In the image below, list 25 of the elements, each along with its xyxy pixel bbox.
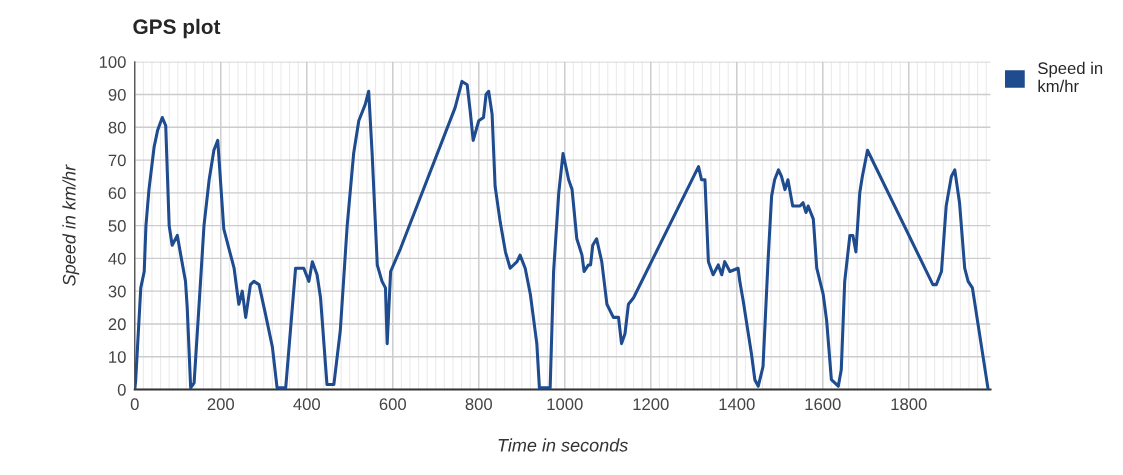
legend-label: Speed in km/hr (1038, 61, 1103, 93)
y-tick-label: 50 (108, 220, 126, 232)
x-tick-label: 200 (207, 398, 235, 411)
y-tick-label: 80 (108, 121, 126, 134)
y-tick-label: 90 (108, 88, 126, 101)
x-tick-label: 1000 (547, 398, 583, 411)
x-tick-label: 1400 (719, 398, 755, 411)
y-tick-label: 60 (108, 187, 126, 200)
y-tick-label: 100 (99, 56, 126, 68)
x-tick-label: 1200 (633, 398, 669, 411)
x-tick-label: 1600 (805, 398, 841, 411)
y-tick-label: 0 (117, 383, 126, 396)
x-axis-title: Time in seconds (498, 438, 628, 452)
y-tick-label: 20 (108, 318, 126, 331)
y-tick-label: 40 (108, 252, 126, 265)
y-tick-label: 10 (109, 351, 126, 363)
x-tick-label: 600 (379, 398, 407, 411)
chart-title: GPS plot (133, 18, 221, 39)
x-tick-label: 400 (293, 398, 321, 411)
y-tick-label: 30 (108, 285, 126, 298)
x-tick-label: 800 (465, 398, 493, 411)
y-axis-title: Speed in km/hr (62, 164, 80, 286)
x-tick-label: 1800 (891, 398, 927, 411)
x-tick-label: 0 (130, 398, 139, 411)
y-tick-label: 70 (108, 154, 126, 167)
